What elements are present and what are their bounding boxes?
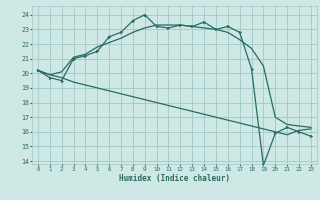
X-axis label: Humidex (Indice chaleur): Humidex (Indice chaleur) — [119, 174, 230, 183]
